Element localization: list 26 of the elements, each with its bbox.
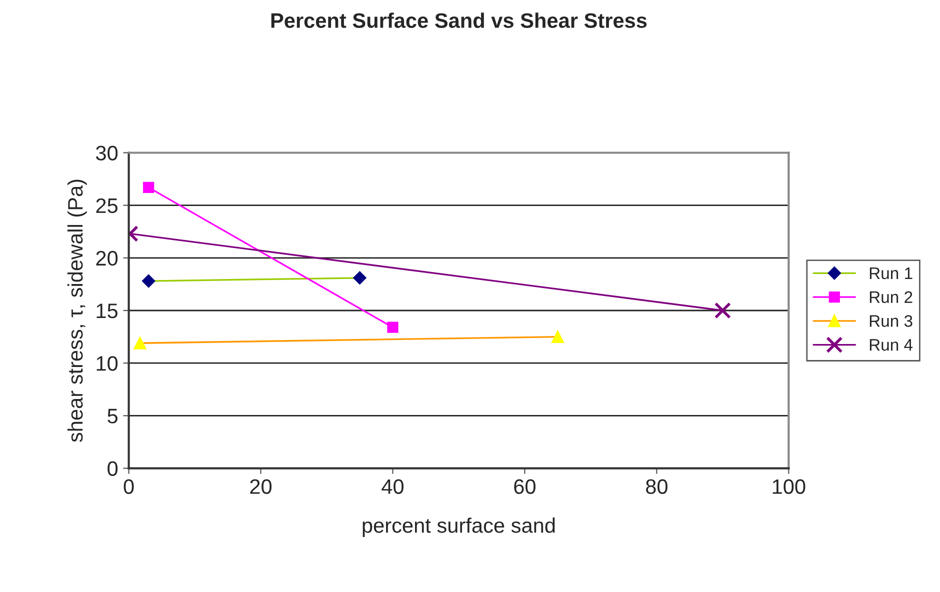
- point: [387, 322, 398, 333]
- point: [353, 271, 366, 284]
- chart-title: Percent Surface Sand vs Shear Stress: [271, 12, 647, 28]
- y-tick-label: 0: [108, 461, 118, 476]
- point: [143, 182, 154, 193]
- y-tick-label: 30: [96, 146, 118, 160]
- y-tick-label: 25: [96, 198, 118, 214]
- legend-label: Run 4: [870, 339, 913, 351]
- y-tick-label: 15: [96, 304, 118, 318]
- x-tick-label: 80: [646, 479, 668, 494]
- x-tick-label: 40: [382, 479, 404, 494]
- x-tick-label: 0: [124, 479, 134, 494]
- x-tick-label: 100: [772, 479, 806, 494]
- y-axis-title: shear stress, τ, sidewall (Pa): [67, 180, 87, 442]
- y-tick-label: 5: [108, 408, 118, 424]
- point: [134, 336, 146, 350]
- legend-label: Run 2: [870, 291, 912, 304]
- x-tick-label: 20: [250, 479, 272, 494]
- legend-label: Run 1: [870, 268, 912, 280]
- x-tick-label: 60: [514, 479, 536, 494]
- y-tick-label: 20: [96, 250, 118, 266]
- point: [142, 274, 156, 288]
- x-axis-title: percent surface sand: [362, 518, 555, 537]
- legend-label: Run 3: [870, 315, 912, 327]
- point: [551, 330, 564, 344]
- y-tick-label: 10: [96, 356, 118, 371]
